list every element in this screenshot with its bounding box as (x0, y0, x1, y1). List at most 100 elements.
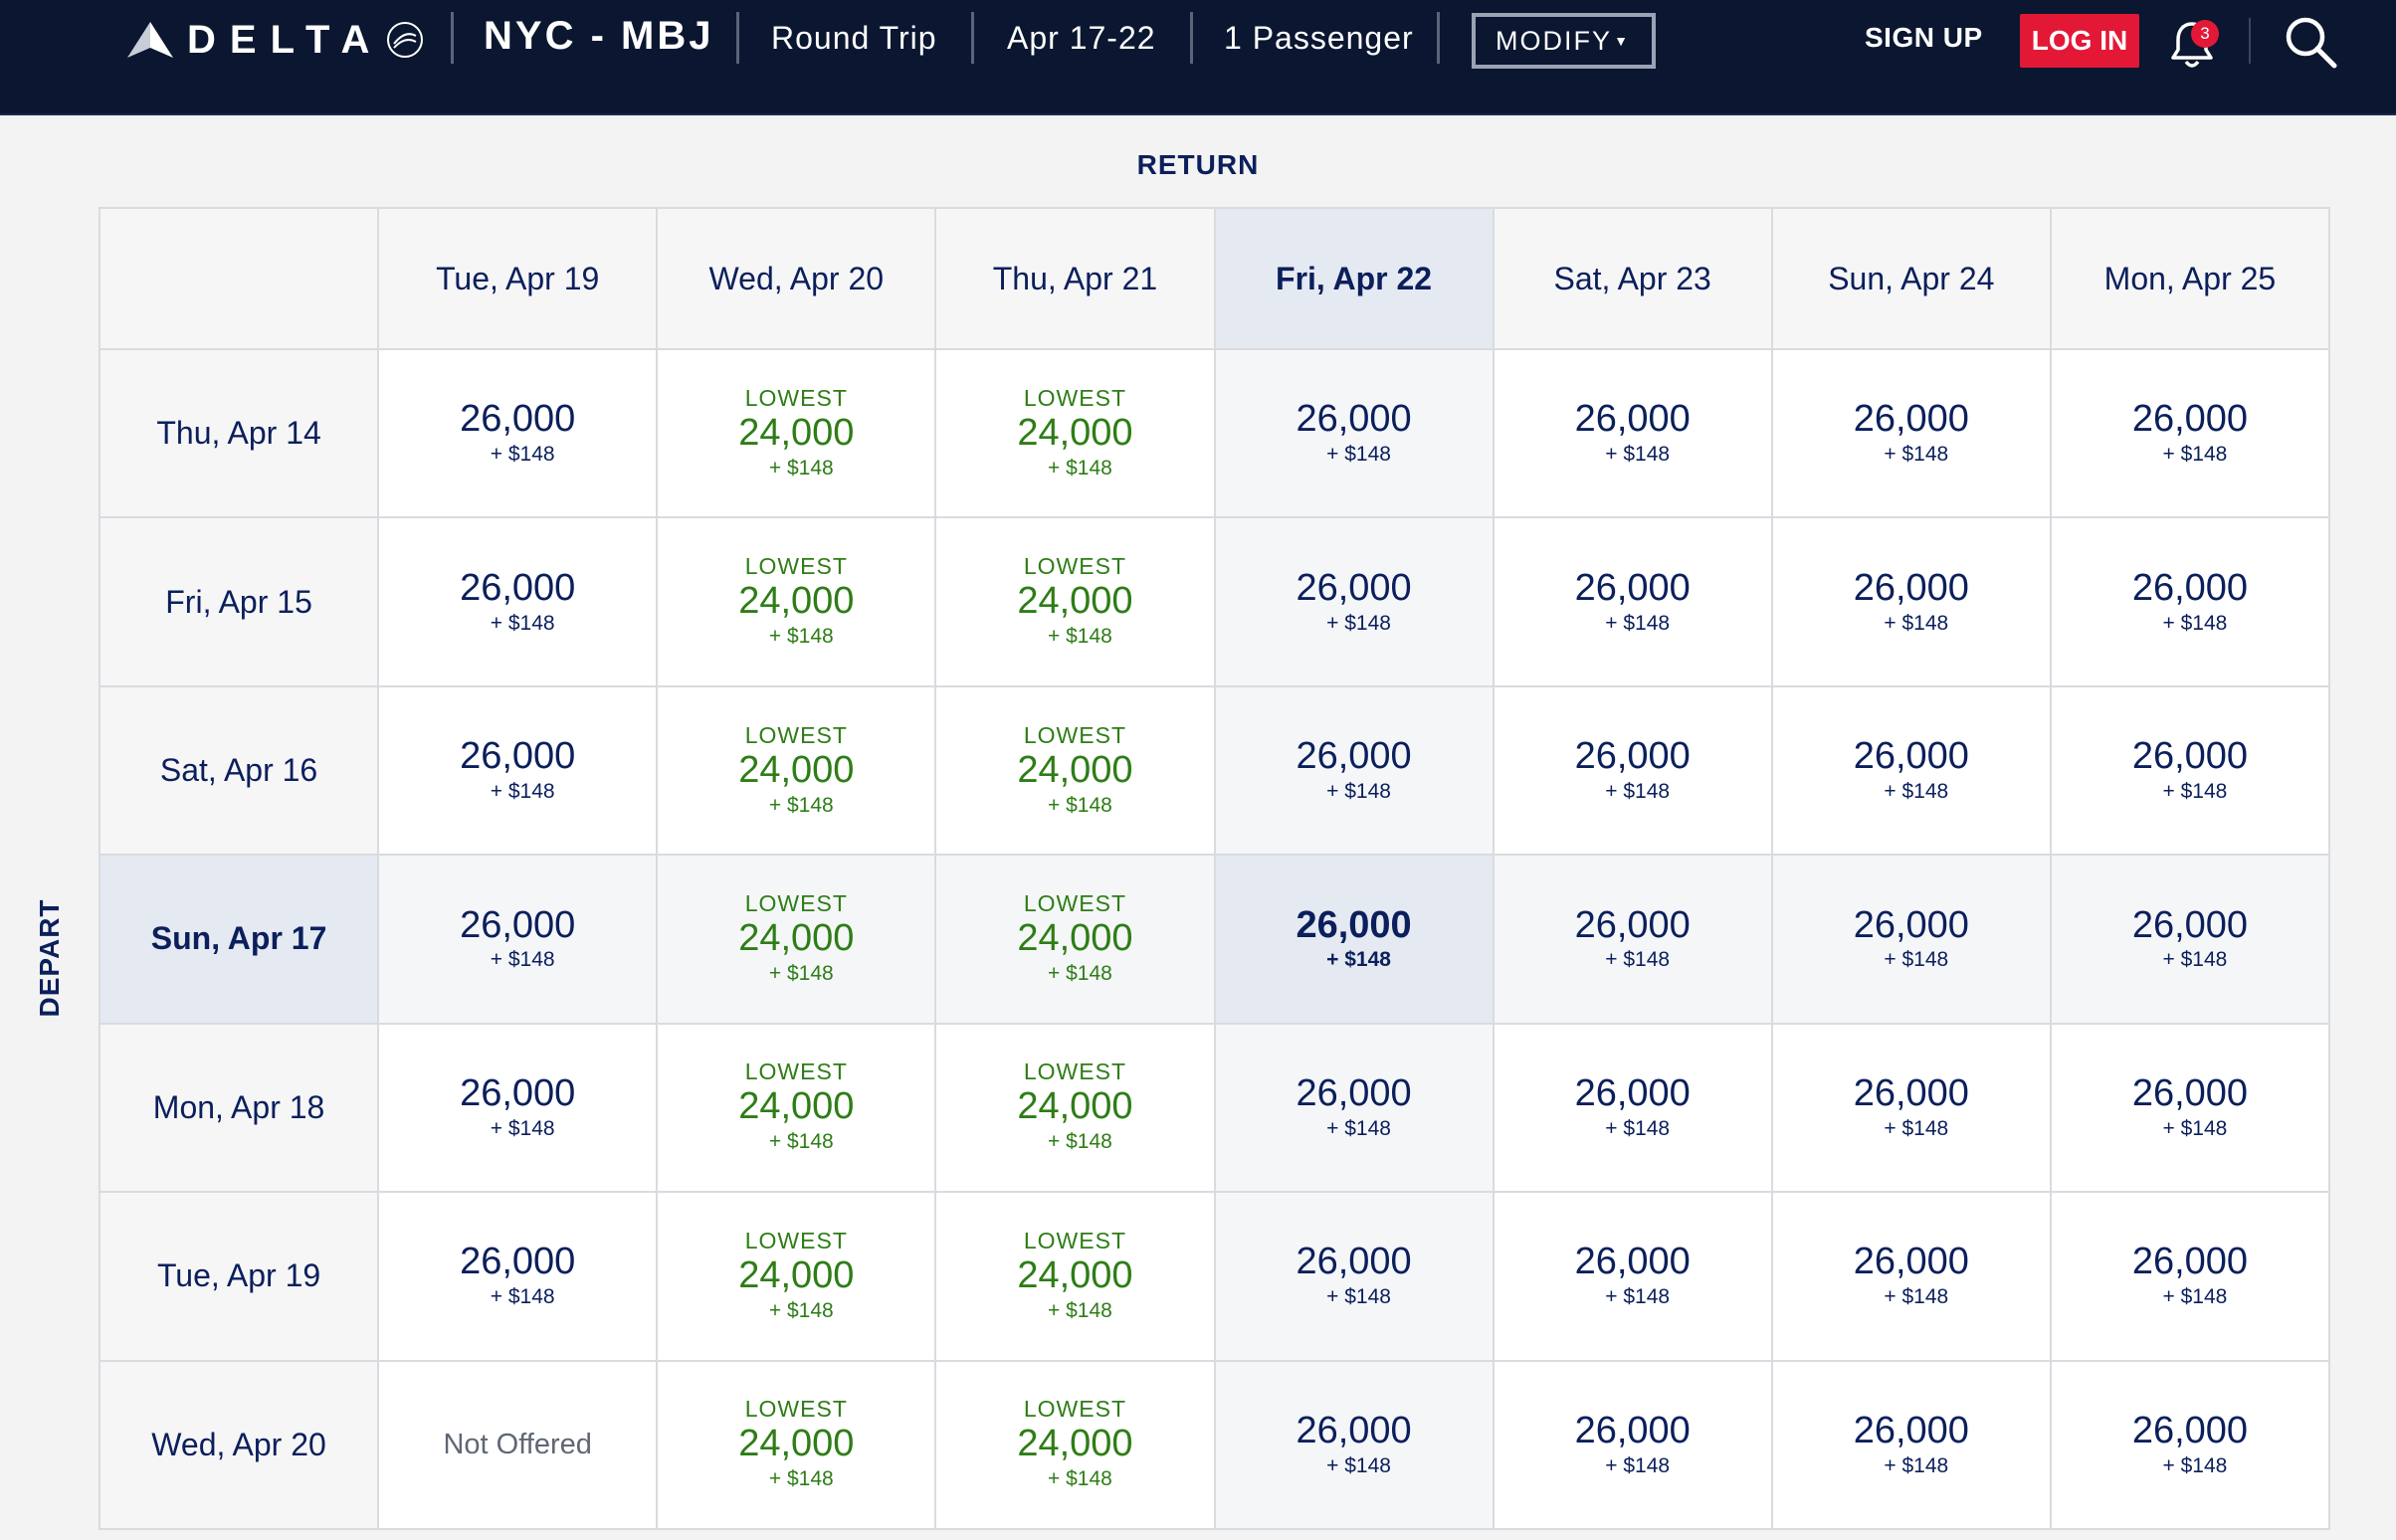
fare-cell[interactable]: LOWEST 24,000 + $148 (658, 686, 935, 855)
not-offered-label: Not Offered (443, 1428, 592, 1460)
return-date-header: Tue, Apr 19 (379, 209, 657, 348)
lowest-fare-tag: LOWEST (1023, 1227, 1126, 1253)
fare-miles: 24,000 (738, 1423, 855, 1465)
fare-cell[interactable]: 26,000 + $148 (1215, 518, 1493, 685)
depart-date-header: Thu, Apr 14 (100, 350, 378, 517)
fare-cell[interactable]: LOWEST 24,000 + $148 (936, 1361, 1214, 1528)
fare-miles: 26,000 (1574, 1409, 1691, 1451)
fare-cell[interactable]: 26,000 + $148 (1494, 350, 1771, 517)
travel-dates-label[interactable]: Apr 17-22 (1007, 20, 1156, 56)
depart-date-header: Sun, Apr 17 (100, 856, 378, 1023)
depart-date-header: Sat, Apr 16 (100, 686, 378, 855)
route-label[interactable]: NYC - MBJ (484, 14, 714, 58)
return-axis-label: RETURN (1136, 149, 1260, 180)
fare-cell[interactable]: LOWEST 24,000 + $148 (936, 518, 1214, 685)
fare-cell[interactable]: 26,000 + $148 (1494, 686, 1771, 855)
fare-cell[interactable]: 26,000 + $148 (2051, 518, 2328, 685)
fare-cell[interactable]: 26,000 + $148 (1494, 856, 1771, 1023)
fare-miles: 26,000 (1574, 566, 1691, 609)
fare-taxes: + $148 (1884, 1285, 1949, 1309)
fare-cell[interactable]: 26,000 + $148 (1772, 350, 2050, 517)
fare-cell[interactable]: 26,000 + $148 (1215, 856, 1493, 1023)
fare-cell[interactable]: LOWEST 24,000 + $148 (658, 518, 935, 685)
fare-miles: 26,000 (2131, 398, 2249, 441)
fare-miles: 24,000 (738, 411, 855, 454)
fare-cell[interactable]: 26,000 + $148 (1215, 1193, 1493, 1360)
fare-cell[interactable]: 26,000 + $148 (379, 856, 657, 1023)
fare-taxes: + $148 (1326, 443, 1391, 467)
fare-cell[interactable]: 26,000 + $148 (2051, 1361, 2328, 1528)
fare-cell[interactable]: 26,000 + $148 (379, 1193, 657, 1360)
fare-cell[interactable]: 26,000 + $148 (1772, 1024, 2050, 1192)
fare-cell[interactable]: 26,000 + $148 (1772, 856, 2050, 1023)
fare-cell[interactable]: 26,000 + $148 (2051, 1024, 2328, 1192)
trip-type-label[interactable]: Round Trip (771, 20, 937, 56)
log-in-button[interactable]: LOG IN (2020, 14, 2139, 68)
header-divider (1190, 12, 1193, 64)
fare-cell[interactable]: LOWEST 24,000 + $148 (936, 686, 1214, 855)
fare-miles: 26,000 (1574, 398, 1691, 441)
fare-cell[interactable]: 26,000 + $148 (1772, 686, 2050, 855)
fare-cell[interactable]: 26,000 + $148 (379, 1024, 657, 1192)
fare-cell[interactable]: LOWEST 24,000 + $148 (658, 1193, 935, 1360)
fare-cell[interactable]: LOWEST 24,000 + $148 (658, 856, 935, 1023)
fare-cell[interactable]: 26,000 + $148 (1494, 1193, 1771, 1360)
modify-search-button[interactable]: MODIFY ▼ (1472, 13, 1656, 69)
fare-taxes: + $148 (768, 625, 834, 649)
fare-cell[interactable]: 26,000 + $148 (1215, 350, 1493, 517)
fare-cell[interactable]: 26,000 + $148 (2051, 350, 2328, 517)
fare-miles: 26,000 (1296, 566, 1412, 609)
fare-taxes: + $148 (768, 1467, 834, 1491)
fare-taxes: + $148 (1884, 1453, 1949, 1477)
sign-up-link[interactable]: SIGN UP (1865, 22, 1983, 53)
fare-cell[interactable]: 26,000 + $148 (1494, 1361, 1771, 1528)
fare-cell[interactable]: 26,000 + $148 (1215, 1361, 1493, 1528)
fare-cell[interactable]: LOWEST 24,000 + $148 (936, 856, 1214, 1023)
fare-cell[interactable]: 26,000 + $148 (1772, 1361, 2050, 1528)
fare-miles: 26,000 (1574, 903, 1691, 946)
passenger-count-label[interactable]: 1 Passenger (1224, 20, 1414, 56)
fare-cell[interactable]: 26,000 + $148 (2051, 686, 2328, 855)
fare-cell[interactable]: 26,000 + $148 (2051, 1193, 2328, 1360)
lowest-fare-tag: LOWEST (1023, 553, 1126, 580)
search-icon[interactable] (2283, 14, 2338, 70)
fare-miles: 26,000 (460, 903, 576, 946)
fare-cell[interactable]: LOWEST 24,000 + $148 (658, 1024, 935, 1192)
lowest-fare-tag: LOWEST (744, 721, 848, 748)
fare-miles: 26,000 (1296, 735, 1412, 778)
fare-cell[interactable]: 26,000 + $148 (1772, 518, 2050, 685)
fare-taxes: + $148 (1048, 1298, 1112, 1322)
fare-cell[interactable]: 26,000 + $148 (1772, 1193, 2050, 1360)
fare-cell[interactable]: LOWEST 24,000 + $148 (658, 350, 935, 517)
fare-cell[interactable]: LOWEST 24,000 + $148 (936, 350, 1214, 517)
return-date-header: Mon, Apr 25 (2051, 209, 2328, 348)
fare-cell[interactable]: 26,000 + $148 (1215, 686, 1493, 855)
delta-logo[interactable]: DELTA (127, 18, 425, 62)
depart-axis-label: DEPART (34, 898, 65, 1018)
fare-miles: 26,000 (460, 1241, 576, 1283)
fare-taxes: + $148 (1326, 780, 1391, 803)
fare-taxes: + $148 (768, 1130, 834, 1154)
fare-miles: 26,000 (1853, 398, 1969, 441)
fare-taxes: + $148 (490, 948, 555, 972)
lowest-fare-tag: LOWEST (1023, 1059, 1126, 1085)
fare-miles: 26,000 (1296, 1409, 1412, 1451)
fare-taxes: + $148 (1605, 1116, 1671, 1140)
lowest-fare-tag: LOWEST (744, 1059, 848, 1085)
fare-cell[interactable]: 26,000 + $148 (379, 686, 657, 855)
modify-label: MODIFY (1496, 25, 1612, 56)
fare-taxes: + $148 (490, 1285, 555, 1309)
fare-cell[interactable]: 26,000 + $148 (379, 518, 657, 685)
fare-miles: 26,000 (1853, 903, 1969, 946)
fare-cell[interactable]: LOWEST 24,000 + $148 (658, 1361, 935, 1528)
fare-cell[interactable]: LOWEST 24,000 + $148 (936, 1193, 1214, 1360)
fare-miles: 24,000 (738, 580, 855, 623)
fare-taxes: + $148 (1326, 948, 1391, 972)
fare-cell[interactable]: 26,000 + $148 (1494, 518, 1771, 685)
fare-cell[interactable]: LOWEST 24,000 + $148 (936, 1024, 1214, 1192)
fare-cell[interactable]: 26,000 + $148 (1215, 1024, 1493, 1192)
fare-taxes: + $148 (1884, 948, 1949, 972)
fare-cell[interactable]: 26,000 + $148 (1494, 1024, 1771, 1192)
fare-cell[interactable]: 26,000 + $148 (379, 350, 657, 517)
fare-cell[interactable]: 26,000 + $148 (2051, 856, 2328, 1023)
